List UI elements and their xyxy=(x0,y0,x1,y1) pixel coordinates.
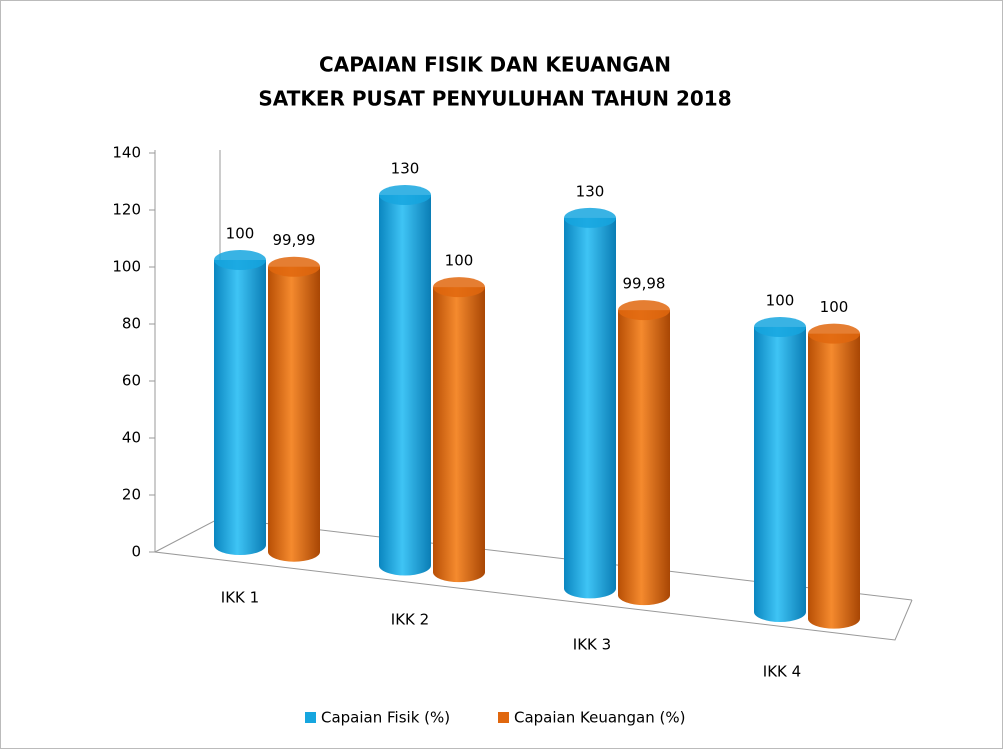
bar-top xyxy=(433,277,485,298)
bar xyxy=(564,217,616,589)
y-tick-label: 80 xyxy=(122,315,141,333)
y-tick-label: 20 xyxy=(122,486,141,504)
x-tick-label: IKK 3 xyxy=(573,636,611,654)
bar-top xyxy=(214,250,266,270)
chart-title: SATKER PUSAT PENYULUHAN TAHUN 2018 xyxy=(258,87,731,111)
x-tick-label: IKK 1 xyxy=(221,589,259,607)
bar-top xyxy=(268,256,320,277)
y-tick-label: 60 xyxy=(122,372,141,390)
bar xyxy=(214,260,266,545)
y-tick-label: 120 xyxy=(112,201,141,219)
data-label: 100 xyxy=(820,298,849,316)
legend-swatch xyxy=(305,712,316,723)
y-tick-label: 100 xyxy=(112,258,141,276)
chart-title: CAPAIAN FISIK DAN KEUANGAN xyxy=(319,53,671,77)
data-label: 100 xyxy=(445,252,474,270)
x-tick-label: IKK 4 xyxy=(763,663,801,681)
data-label: 130 xyxy=(391,159,420,177)
bar-top xyxy=(808,323,860,344)
y-tick-label: 140 xyxy=(112,144,141,162)
bar-top xyxy=(618,300,670,321)
bar xyxy=(754,326,806,612)
bar xyxy=(379,194,431,566)
bar-top xyxy=(379,184,431,205)
legend-label: Capaian Keuangan (%) xyxy=(514,709,685,727)
x-tick-label: IKK 2 xyxy=(391,611,429,629)
data-label: 100 xyxy=(766,291,795,309)
data-label: 99,98 xyxy=(623,275,666,293)
bar xyxy=(808,333,860,619)
legend-swatch xyxy=(498,712,509,723)
y-tick-label: 40 xyxy=(122,429,141,447)
bar-top xyxy=(754,316,806,337)
data-label: 130 xyxy=(576,182,605,200)
bar xyxy=(268,266,320,552)
bar xyxy=(433,287,485,573)
legend-label: Capaian Fisik (%) xyxy=(321,709,450,727)
bar-top xyxy=(564,207,616,228)
bar xyxy=(618,310,670,596)
y-tick-label: 0 xyxy=(131,543,141,561)
data-label: 100 xyxy=(226,225,255,243)
data-label: 99,99 xyxy=(273,231,316,249)
